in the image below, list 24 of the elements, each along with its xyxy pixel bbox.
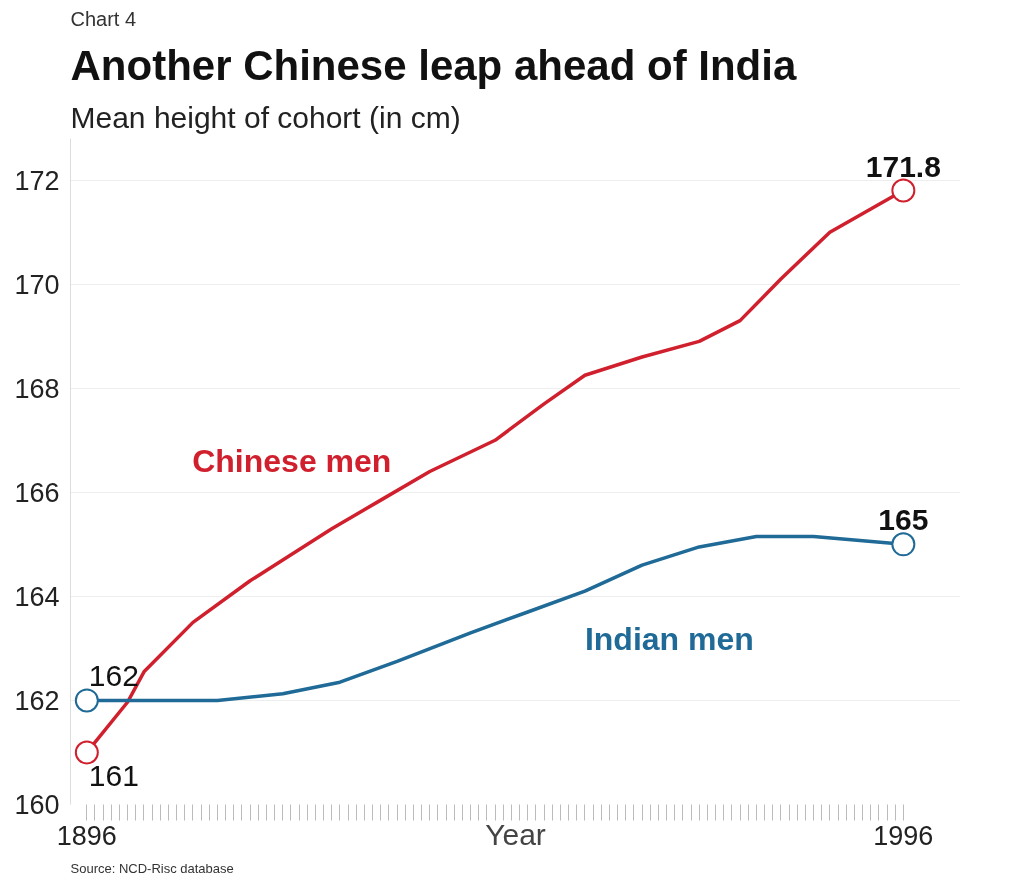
y-tick-label: 160 xyxy=(14,790,60,820)
source-note: Source: NCD-Risc database xyxy=(70,860,234,876)
point xyxy=(891,178,916,203)
y-tick-label: 168 xyxy=(14,373,60,404)
point xyxy=(74,740,99,765)
chart-title: Another Chinese leap ahead of India xyxy=(70,41,797,89)
x-tick-label: 1996 xyxy=(873,820,934,851)
x-axis-title: Year xyxy=(485,817,546,851)
y-tick-label: 170 xyxy=(14,269,60,300)
y-axis-title: Mean height of cohort (in cm) xyxy=(70,100,461,134)
y-tick-label: 172 xyxy=(14,165,60,196)
series-label: Indian men xyxy=(584,621,754,658)
data-label: 171.8 xyxy=(865,149,941,183)
y-tick-label: 166 xyxy=(14,477,60,508)
y-tick-label: 164 xyxy=(14,581,60,612)
data-label: 161 xyxy=(88,759,139,793)
series-label: Chinese men xyxy=(192,442,392,479)
data-label: 162 xyxy=(88,659,139,693)
caption: Chart 4 xyxy=(70,7,137,30)
data-label: 165 xyxy=(878,503,929,537)
x-tick-label: 1896 xyxy=(56,820,117,851)
y-tick-label: 162 xyxy=(14,685,60,716)
point xyxy=(891,532,916,557)
point xyxy=(74,688,99,713)
